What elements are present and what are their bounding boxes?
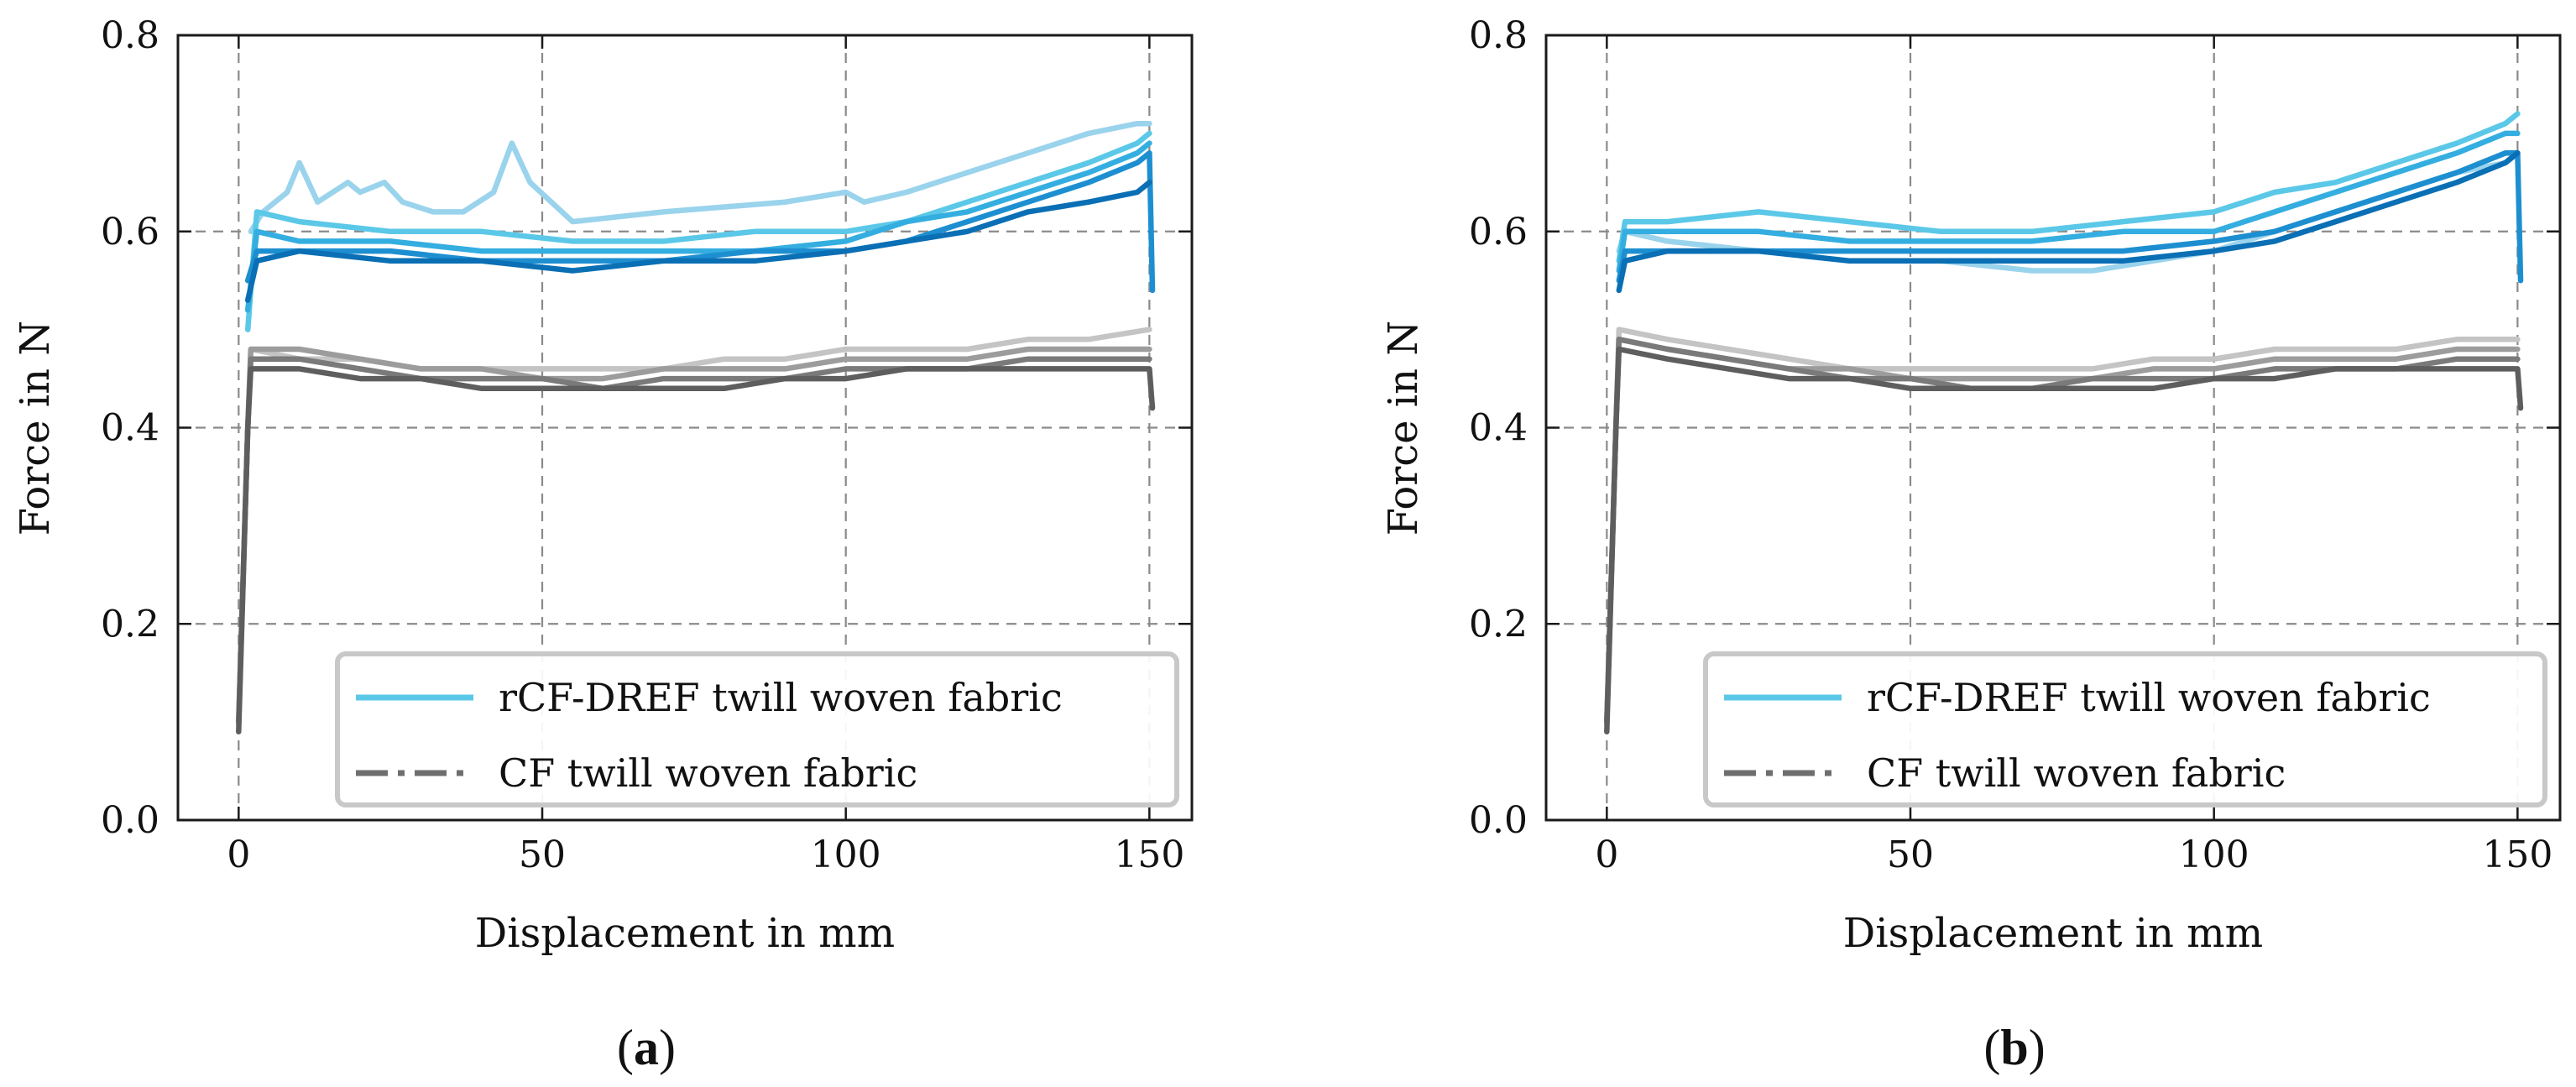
y-tick-label: 0.0 [1469, 799, 1528, 842]
x-tick-label: 0 [227, 834, 250, 876]
legend-label: CF twill woven fabric [499, 750, 917, 796]
ticks [1546, 34, 2560, 822]
x-tick-label: 150 [1114, 834, 1184, 876]
y-tick-label: 0.6 [1469, 211, 1528, 253]
y-axis-label: Force in N [1380, 321, 1427, 536]
y-tick-label: 0.2 [101, 603, 159, 645]
y-tick-label: 0.6 [101, 211, 159, 253]
legend: rCF-DREF twill woven fabric CF twill wove… [335, 651, 1179, 807]
series-line-rcf-dref-1 [248, 120, 1152, 235]
series-line-cf-1 [1604, 327, 2521, 725]
y-tick-label: 0.2 [1469, 603, 1528, 645]
series-line-cf-4 [1604, 346, 2524, 735]
ticks [178, 34, 1192, 822]
legend-label: rCF-DREF twill woven fabric [499, 675, 1063, 720]
x-tick-label: 150 [2482, 834, 2552, 876]
y-tick-label: 0.4 [1469, 407, 1528, 450]
y-tick-label: 0.8 [1469, 14, 1528, 57]
series-line-rcf-dref-5 [1616, 150, 2521, 294]
series-line-rcf-dref-3 [244, 140, 1152, 313]
x-tick-label: 100 [811, 834, 881, 876]
series-line-cf-4 [236, 366, 1156, 735]
x-tick-label: 50 [1887, 834, 1934, 876]
x-axis-label: Displacement in mm [1843, 910, 2263, 957]
x-tick-label: 50 [519, 834, 566, 876]
panel-b: Force in N Displacement in mm (b) 0 50 100… [1380, 14, 2562, 1075]
x-tick-label: 0 [1595, 834, 1618, 876]
series-group [1604, 111, 2524, 735]
legend-label: CF twill woven fabric [1867, 750, 2286, 796]
legend-box [335, 651, 1179, 807]
y-axis-label: Force in N [12, 321, 59, 536]
x-axis-label: Displacement in mm [475, 910, 895, 957]
panel-label: (a) [617, 1020, 676, 1075]
series-line-rcf-dref-2 [244, 130, 1152, 332]
panel-label: (b) [1983, 1020, 2045, 1075]
legend-box [1703, 651, 2547, 807]
series-line-rcf-dref-5 [244, 180, 1152, 303]
x-tick-label: 100 [2179, 834, 2249, 876]
series-line-rcf-dref-3 [1616, 130, 2521, 274]
y-tick-label: 0.4 [101, 407, 159, 450]
series-line-rcf-dref-4 [244, 150, 1156, 294]
series-line-rcf-dref-2 [1616, 111, 2521, 264]
y-tick-label: 0.0 [101, 799, 159, 842]
y-tick-label: 0.8 [101, 14, 159, 57]
series-line-cf-2 [236, 346, 1152, 725]
legend-label: rCF-DREF twill woven fabric [1867, 675, 2431, 720]
series-group [236, 120, 1156, 735]
legend: rCF-DREF twill woven fabric CF twill wove… [1703, 651, 2547, 807]
panel-a: Force in N Displacement in mm (a) 0 50 100… [12, 14, 1194, 1075]
